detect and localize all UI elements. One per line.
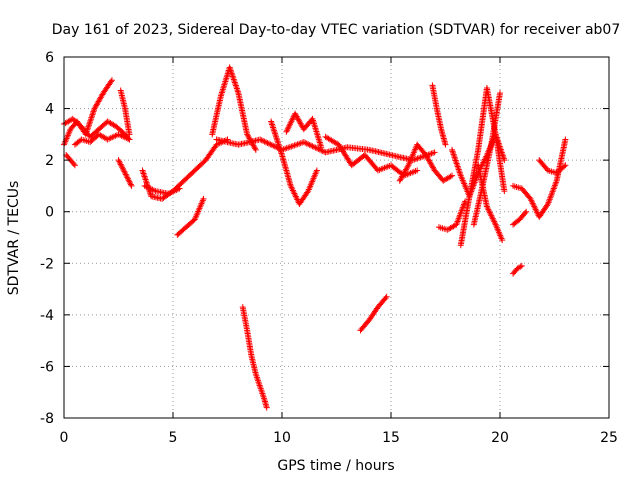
x-tick-label: 20 [491,430,509,446]
series-markers [71,131,133,148]
series-markers [174,195,207,238]
series-markers [475,162,506,244]
series-prn-r [429,82,449,148]
series-prn-k [213,136,438,164]
series-prn-y [510,208,530,228]
series-prn-x [510,262,525,277]
series-prn-u [457,84,508,249]
x-tick-label: 5 [169,430,178,446]
series-markers [536,157,569,177]
y-tick-label: 6 [45,50,54,66]
x-axis-label: GPS time / hours [277,458,394,474]
series-prn-d [71,131,133,148]
series-markers [510,208,530,228]
series-prn-j [209,64,259,153]
x-tick-label: 25 [600,430,618,446]
series-prn-m [268,118,320,207]
chart-title: Day 161 of 2023, Sidereal Day-to-day VTE… [52,22,621,38]
y-tick-label: -6 [40,359,54,375]
ticks-layer: 0 5 10 15 20 25 -8 -6 -4 -2 0 2 4 6 [40,50,618,446]
series-markers [141,182,183,197]
series-markers [268,118,320,207]
data-points-layer [61,64,569,411]
y-tick-label: 2 [45,153,54,169]
series-markers [239,304,270,411]
x-tick-label: 15 [382,430,400,446]
series-prn-f [115,157,135,189]
series-markers [139,136,231,202]
series-prn-i [174,195,207,238]
series-prn-p [357,293,390,334]
series-markers [429,82,449,148]
series-markers [213,136,438,164]
series-markers [117,87,133,138]
x-tick-label: 10 [273,430,291,446]
series-markers [63,151,78,169]
series-prn-aa [536,157,569,177]
series-prn-e [117,87,133,138]
series-prn-c [63,151,78,169]
series-prn-s [435,198,469,233]
grid-layer [64,57,609,418]
series-prn-l [239,304,270,411]
series-markers [435,198,469,233]
series-prn-g [139,136,231,202]
series-markers [510,262,525,277]
y-axis-label: SDTVAR / TECUs [6,181,22,296]
series-prn-z [510,136,569,220]
series-markers [357,293,390,334]
y-tick-label: -8 [40,411,54,427]
series-markers [457,84,508,249]
series-prn-h [141,182,183,197]
y-tick-label: -4 [40,308,54,324]
y-tick-label: 4 [45,102,54,118]
x-tick-label: 0 [60,430,69,446]
y-tick-label: -2 [40,256,54,272]
series-markers [209,64,259,153]
series-markers [510,136,569,220]
plot-frame [63,56,610,419]
series-prn-n [283,110,325,151]
series-prn-w [475,162,506,244]
y-tick-label: 0 [45,205,54,221]
series-markers [283,110,325,151]
series-markers [115,157,135,189]
series-prn-q [396,141,456,184]
series-markers [396,141,456,184]
